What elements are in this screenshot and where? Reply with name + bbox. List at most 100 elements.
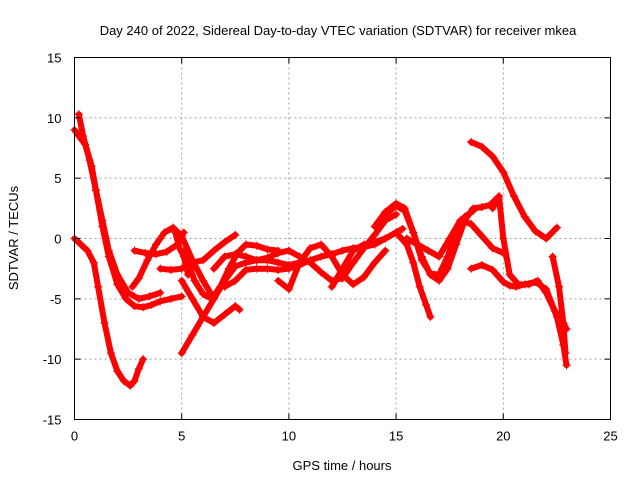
data-point <box>525 280 534 289</box>
data-point <box>409 258 418 267</box>
data-point <box>151 240 160 249</box>
data-point <box>91 186 100 195</box>
data-point <box>231 250 240 259</box>
data-point <box>434 252 443 261</box>
series-arc-22 <box>488 192 571 333</box>
data-point <box>156 264 165 273</box>
data-point <box>349 280 358 289</box>
data-point <box>130 376 139 385</box>
data-point <box>381 210 390 219</box>
data-point <box>327 252 336 261</box>
data-point <box>166 265 175 274</box>
data-point <box>220 282 229 291</box>
data-point <box>467 220 476 229</box>
data-point <box>349 258 358 267</box>
data-point <box>434 276 443 285</box>
data-point <box>284 285 293 294</box>
data-point <box>552 223 561 232</box>
data-point <box>121 294 130 303</box>
data-point <box>349 246 358 255</box>
data-point <box>317 240 326 249</box>
data-point <box>199 276 208 285</box>
data-point <box>252 264 261 273</box>
data-point <box>415 282 424 291</box>
data-point <box>209 246 218 255</box>
data-point <box>242 252 251 261</box>
series-line <box>75 111 164 302</box>
data-point <box>130 246 139 255</box>
data-point <box>338 246 347 255</box>
data-point <box>499 168 508 177</box>
data-point <box>422 300 431 309</box>
data-point <box>126 381 135 390</box>
data-point <box>220 252 229 261</box>
data-point <box>177 264 186 273</box>
data-point <box>145 292 154 301</box>
data-point <box>562 361 571 370</box>
data-point <box>128 282 137 291</box>
data-point <box>495 192 504 201</box>
data-point <box>413 240 422 249</box>
data-point <box>274 248 283 257</box>
data-point <box>139 303 148 312</box>
data-point <box>130 302 139 311</box>
series-arc-20 <box>467 137 561 243</box>
y-tick-label: 15 <box>47 51 61 66</box>
data-point <box>370 230 379 239</box>
data-point <box>162 247 171 256</box>
data-point <box>151 250 160 259</box>
series-arc-4 <box>128 223 218 303</box>
chart-title: Day 240 of 2022, Sidereal Day-to-day VTE… <box>100 23 577 38</box>
data-point <box>477 261 486 270</box>
data-point <box>306 258 315 267</box>
data-point <box>370 238 379 247</box>
data-point <box>166 294 175 303</box>
data-point <box>452 240 461 249</box>
data-point <box>456 216 465 225</box>
data-point <box>98 216 107 225</box>
y-tick-label: 0 <box>54 232 61 247</box>
y-tick-label: -5 <box>50 292 62 307</box>
grid <box>74 57 611 420</box>
data-point <box>199 290 208 299</box>
data-point <box>495 273 504 282</box>
data-point <box>177 292 186 301</box>
data-point <box>134 274 143 283</box>
y-axis-label: SDTVAR / TECUs <box>6 185 21 290</box>
data-point <box>505 281 514 290</box>
data-point <box>156 288 165 297</box>
data-point <box>274 258 283 267</box>
data-point <box>76 240 85 249</box>
data-point <box>242 240 251 249</box>
data-point <box>533 276 542 285</box>
data-point <box>392 228 401 237</box>
x-tick-label: 10 <box>282 429 296 444</box>
data-point <box>469 204 478 213</box>
data-point <box>94 282 103 291</box>
data-point <box>199 256 208 265</box>
data-point <box>231 262 240 271</box>
data-point <box>426 270 435 279</box>
data-point <box>317 252 326 261</box>
y-tick-label: 10 <box>47 111 61 126</box>
series-line <box>403 217 507 260</box>
data-point <box>74 110 83 119</box>
data-point <box>177 349 186 358</box>
data-point <box>306 244 315 253</box>
data-point <box>184 258 193 267</box>
data-point <box>426 312 435 321</box>
data-point <box>338 264 347 273</box>
data-point <box>477 203 486 212</box>
y-tick-label: 5 <box>54 171 61 186</box>
data-point <box>542 288 551 297</box>
data-point <box>381 246 390 255</box>
series-line <box>129 224 217 302</box>
data-point <box>488 244 497 253</box>
data-point <box>190 276 199 285</box>
data-point <box>488 152 497 161</box>
series-arc-3 <box>74 110 165 303</box>
data-point <box>209 264 218 273</box>
data-point <box>327 282 336 291</box>
y-tick-labels: -15 -10 -5 0 5 10 15 <box>43 51 62 428</box>
series-line <box>468 262 570 369</box>
